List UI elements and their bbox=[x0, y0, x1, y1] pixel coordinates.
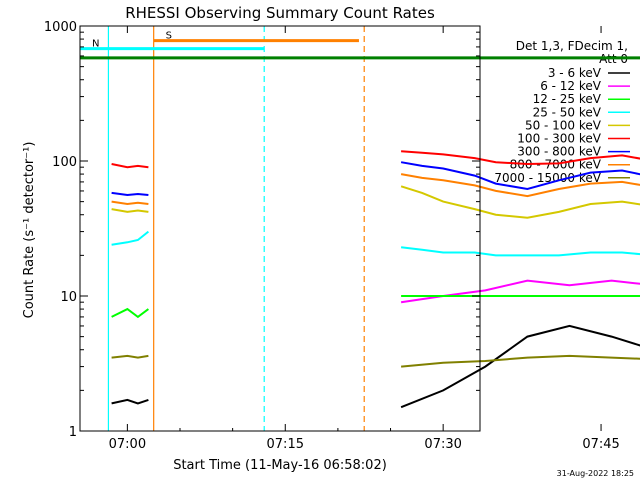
state-marker-label-1: N bbox=[92, 39, 99, 50]
series-12-25-kev-segment-0 bbox=[111, 307, 149, 319]
series-300-800-kev-segment-0 bbox=[111, 191, 149, 197]
series-25-50-kev-segment-1 bbox=[400, 246, 640, 257]
y-tick-label-2: 100 bbox=[52, 155, 77, 170]
state-marker-label-0: S bbox=[166, 31, 172, 42]
series-7000-15000-kev-segment-0 bbox=[111, 354, 149, 359]
series-group bbox=[111, 150, 640, 409]
plot-area: SNRD0RD6 07:0007:1507:3007:4508:0008:150… bbox=[44, 20, 640, 452]
instrument-state-lines bbox=[107, 26, 365, 431]
legend-label-800-7000-kev: 800 - 7000 keV bbox=[510, 158, 602, 172]
legend-label-7000-15000-kev: 7000 - 15000 keV bbox=[494, 171, 601, 185]
legend-label-300-800-kev: 300 - 800 keV bbox=[517, 145, 601, 159]
legend-label-100-300-kev: 100 - 300 keV bbox=[517, 132, 601, 146]
series-300-800-kev-segment-1 bbox=[400, 161, 640, 191]
legend-header-line-1: Det 1,3, FDecim 1, bbox=[516, 39, 628, 53]
series-800-7000-kev-segment-1 bbox=[400, 173, 640, 198]
y-tick-label-3: 1000 bbox=[44, 20, 77, 35]
x-tick-label-0: 07:00 bbox=[109, 437, 146, 452]
series-12-25-kev-segment-1 bbox=[401, 295, 640, 297]
legend-label-12-25-kev: 12 - 25 keV bbox=[533, 92, 602, 106]
series-3-6-kev-segment-0 bbox=[111, 398, 149, 405]
x-axis-label: Start Time (11-May-16 06:58:02) bbox=[173, 458, 387, 473]
legend-label-6-12-kev: 6 - 12 keV bbox=[540, 79, 602, 93]
y-axis-label: Count Rate (s⁻¹ detector⁻¹) bbox=[22, 142, 37, 319]
legend-label-3-6-kev: 3 - 6 keV bbox=[548, 66, 602, 80]
x-tick-label-1: 07:15 bbox=[267, 437, 304, 452]
x-tick-label-2: 07:30 bbox=[424, 437, 461, 452]
chart-title: RHESSI Observing Summary Count Rates bbox=[125, 4, 435, 22]
x-tick-label-3: 07:45 bbox=[582, 437, 619, 452]
y-tick-label-1: 10 bbox=[60, 290, 77, 305]
series-25-50-kev-segment-0 bbox=[111, 230, 150, 246]
footer-timestamp: 31-Aug-2022 18:25 bbox=[557, 469, 634, 478]
series-50-100-kev-segment-0 bbox=[111, 208, 149, 213]
plot-frame bbox=[79, 25, 481, 432]
series-50-100-kev-segment-1 bbox=[400, 185, 640, 219]
series-100-300-kev-segment-1 bbox=[401, 150, 640, 166]
y-tick-label-0: 1 bbox=[69, 425, 77, 440]
series-800-7000-kev-segment-0 bbox=[111, 200, 149, 206]
y-axis-ticks: 1 10 100 1000 bbox=[44, 20, 480, 440]
series-3-6-kev-segment-1 bbox=[400, 324, 640, 409]
series-100-300-kev-segment-0 bbox=[111, 163, 149, 169]
legend-header: Det 1,3, FDecim 1, Att 0 bbox=[516, 39, 628, 66]
series-6-12-kev-segment-0 bbox=[400, 279, 640, 304]
state-markers: SNRD0RD6 bbox=[80, 31, 640, 60]
legend-label-50-100-kev: 50 - 100 keV bbox=[525, 118, 602, 132]
legend-label-25-50-kev: 25 - 50 keV bbox=[533, 105, 602, 119]
series-7000-15000-kev-segment-1 bbox=[401, 354, 640, 368]
